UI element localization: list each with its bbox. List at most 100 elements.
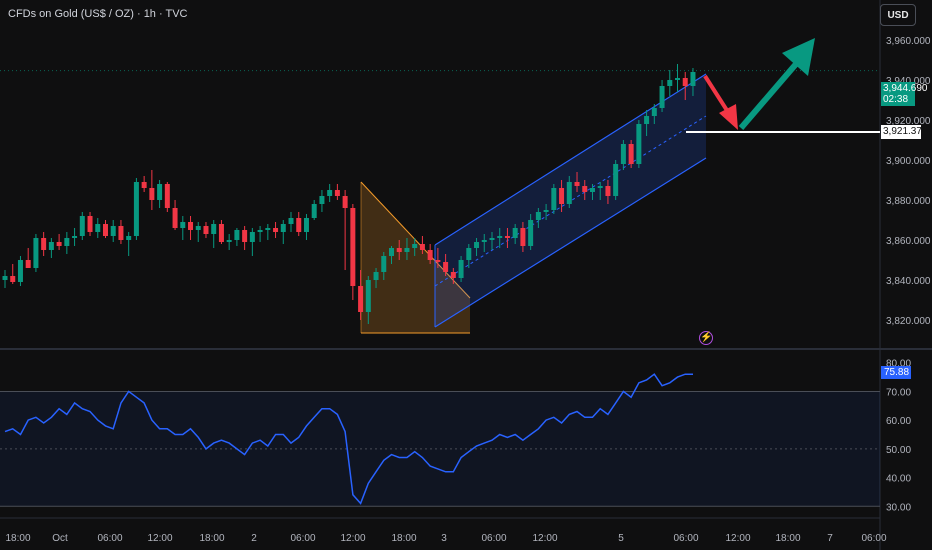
candle: [149, 170, 155, 210]
candle-body: [412, 244, 418, 248]
candle-body: [280, 224, 286, 232]
candle: [17, 256, 23, 286]
triangle-fill: [361, 182, 470, 333]
arrow-down-icon: [703, 74, 730, 114]
candle: [535, 208, 541, 228]
candle-body: [226, 240, 232, 242]
candle: [458, 256, 464, 282]
candle-body: [651, 108, 657, 116]
candle-body: [389, 248, 394, 256]
candle-body: [605, 186, 611, 196]
candle-body: [528, 220, 534, 246]
candle: [636, 120, 642, 168]
candle-body: [543, 210, 549, 212]
candle-body: [110, 226, 116, 236]
last-price-badge: 3,944.690 02:38: [881, 82, 928, 106]
candle-body: [2, 276, 8, 280]
candle-body: [118, 226, 124, 240]
candle: [651, 104, 657, 124]
candle-body: [497, 236, 503, 238]
candle-body: [265, 228, 271, 230]
flash-icon[interactable]: ⚡: [699, 331, 713, 345]
candle: [659, 80, 665, 112]
candle-body: [141, 182, 147, 188]
rsi-tick-label: 80.00: [886, 359, 911, 370]
rsi-tick-label: 70.00: [886, 387, 911, 398]
candle-body: [149, 188, 155, 200]
candle: [72, 228, 78, 246]
rsi-tick-label: 60.00: [886, 416, 911, 427]
triangle-edge: [360, 181, 471, 299]
candle-body: [56, 242, 62, 246]
candle: [528, 214, 534, 250]
candle-body: [203, 226, 209, 234]
candle-body: [551, 188, 557, 210]
candle-body: [126, 236, 132, 240]
candle-body: [25, 260, 31, 268]
candle: [690, 68, 696, 96]
candle-body: [675, 78, 681, 80]
currency-button[interactable]: USD: [880, 4, 916, 26]
candle-body: [327, 190, 333, 196]
candle-body: [435, 260, 441, 262]
candle-body: [667, 80, 673, 86]
candle: [242, 226, 248, 250]
candle-body: [620, 144, 626, 164]
arrow-up-icon: [738, 62, 799, 130]
candle: [33, 234, 39, 272]
candle: [396, 240, 402, 260]
candle: [497, 228, 503, 248]
candle: [358, 270, 364, 320]
candle: [48, 238, 54, 258]
price-tick-label: 3,820.000: [886, 316, 931, 327]
candle-body: [17, 260, 23, 282]
candle: [474, 238, 480, 256]
candle: [226, 234, 232, 250]
candle: [551, 184, 557, 214]
price-tick-label: 3,960.000: [886, 36, 931, 47]
candle: [389, 246, 394, 264]
candle-body: [211, 224, 217, 234]
candle-body: [234, 230, 240, 240]
candle: [667, 70, 673, 96]
time-tick-label: 06:00: [481, 533, 506, 544]
candle: [273, 222, 279, 238]
candle-body: [504, 236, 510, 238]
candle: [265, 224, 271, 240]
candle: [520, 222, 526, 252]
candle: [25, 248, 31, 268]
candle: [342, 190, 348, 270]
candle-body: [443, 262, 449, 272]
candle-body: [157, 184, 163, 200]
candle-body: [628, 144, 634, 164]
candle-body: [41, 238, 47, 250]
candle: [597, 182, 603, 200]
rsi-tick-label: 50.00: [886, 445, 911, 456]
candle: [303, 214, 309, 240]
candle-body: [404, 248, 410, 252]
candle-body: [10, 276, 16, 282]
candle: [559, 180, 565, 212]
channel-midline: [434, 115, 707, 287]
candle: [280, 220, 286, 244]
candle: [87, 212, 93, 236]
rsi-line: [4, 373, 693, 505]
time-tick-label: 06:00: [673, 533, 698, 544]
candle-body: [195, 226, 201, 230]
candle-body: [87, 216, 93, 232]
candle: [628, 140, 634, 168]
candle: [566, 176, 572, 208]
time-tick-label: 18:00: [775, 533, 800, 544]
candle: [327, 184, 333, 202]
candle: [404, 238, 410, 260]
candle: [381, 252, 387, 280]
candle-body: [164, 184, 170, 208]
candle-body: [257, 230, 263, 232]
candle-body: [381, 256, 387, 272]
candle: [613, 160, 619, 200]
time-tick-label: 06:00: [861, 533, 886, 544]
candle: [41, 232, 47, 256]
candle: [504, 228, 510, 248]
candle: [95, 218, 101, 238]
